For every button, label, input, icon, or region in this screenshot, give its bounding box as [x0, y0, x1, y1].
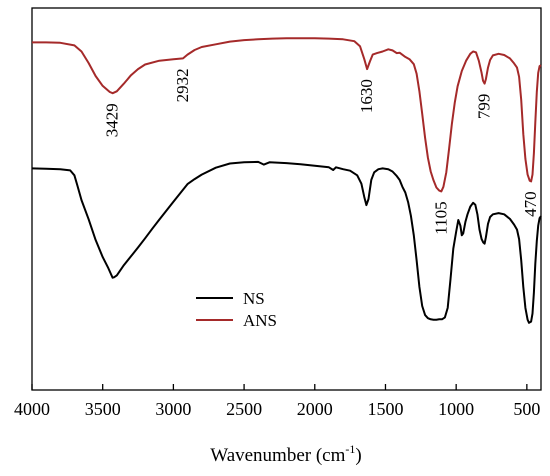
x-tick-label: 1500	[367, 399, 403, 419]
x-tick-label: 3500	[85, 399, 121, 419]
x-axis-ticks: 4000 3500 3000 2500 2000 1500 1000 500	[14, 384, 540, 419]
x-tick-label: 4000	[14, 399, 50, 419]
x-tick-label: 2500	[226, 399, 262, 419]
legend: NS ANS	[196, 289, 277, 330]
peak-label-1630: 1630	[357, 79, 376, 113]
legend-label-ans: ANS	[243, 311, 277, 330]
peak-annotations: 3429 2932 1630 1105 799 470	[103, 68, 540, 234]
x-axis-title: Wavenumber (cm-1)	[210, 442, 361, 466]
plot-frame	[31, 7, 542, 391]
x-tick-label: 500	[513, 399, 540, 419]
peak-label-470: 470	[521, 191, 540, 217]
x-axis-title-main: Wavenumber (cm	[210, 445, 345, 466]
series-line-ns	[31, 160, 542, 324]
x-tick-label: 3000	[155, 399, 191, 419]
x-axis-title-sup: -1	[345, 442, 355, 456]
peak-label-2932: 2932	[173, 68, 192, 102]
series-layer	[31, 37, 542, 324]
peak-label-799: 799	[475, 94, 494, 120]
legend-label-ns: NS	[243, 289, 265, 308]
peak-label-1105: 1105	[431, 201, 450, 234]
x-axis-title-close: )	[355, 445, 361, 466]
peak-label-3429: 3429	[103, 103, 122, 137]
x-tick-label: 1000	[438, 399, 474, 419]
series-line-ans	[32, 37, 542, 193]
x-tick-label: 2000	[297, 399, 333, 419]
